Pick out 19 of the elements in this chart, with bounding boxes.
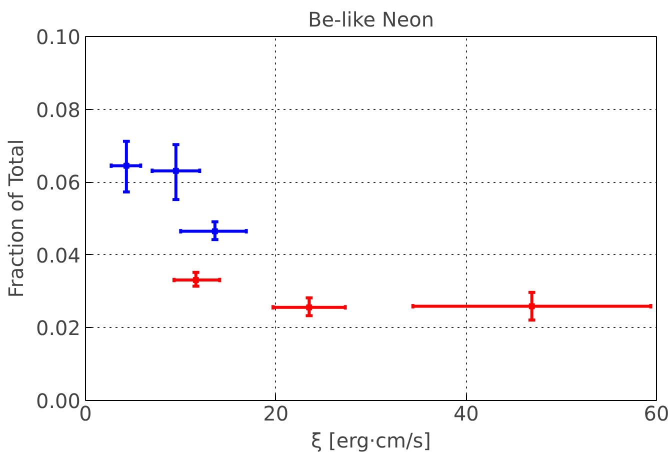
y-tick-label: 0.00 [36, 389, 80, 413]
point [192, 277, 199, 284]
y-tick-label: 0.10 [36, 25, 80, 49]
y-axis-title: Fraction of Total [4, 139, 28, 298]
x-tick-label: 20 [263, 402, 289, 426]
y-tick-label: 0.06 [36, 170, 80, 195]
point [306, 304, 312, 310]
y-tick-label: 0.04 [36, 243, 80, 268]
y-tick-label: 0.02 [36, 316, 80, 340]
y-tick-label: 0.08 [36, 98, 80, 122]
point [172, 168, 179, 174]
chart-title: Be-like Neon [308, 8, 434, 32]
point [123, 162, 130, 169]
x-tick-label: 60 [644, 402, 670, 426]
x-axis-title: ξ [erg·cm/s] [311, 428, 431, 452]
point [212, 228, 218, 234]
x-tick-label: 40 [453, 402, 479, 426]
point [528, 303, 535, 310]
x-tick-label: 0 [79, 402, 92, 426]
